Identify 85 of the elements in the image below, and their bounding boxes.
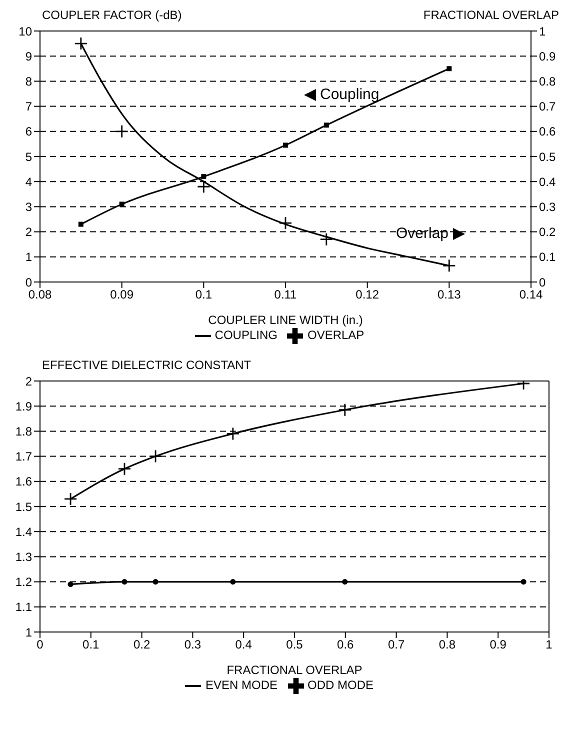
x-tick-label: 0.1: [195, 288, 212, 302]
y-tick-label: 3: [25, 200, 32, 214]
y2-axis-title: FRACTIONAL OVERLAP: [423, 8, 559, 24]
y-tick-label: 1.5: [15, 500, 32, 514]
y-tick-label: 8: [25, 74, 32, 88]
y2-tick-label: 0: [539, 275, 546, 290]
point: [64, 492, 78, 506]
point: [520, 579, 526, 585]
point: [68, 582, 74, 588]
point: [342, 579, 348, 585]
x-tick-label: 0.9: [490, 638, 507, 652]
x-tick-label: 0.4: [235, 638, 252, 652]
x-tick-label: 0.12: [356, 288, 380, 302]
point: [152, 579, 158, 585]
point: [119, 202, 124, 207]
y-tick-label: 1.9: [15, 399, 32, 414]
legend-label: OVERLAP: [307, 328, 364, 342]
annotation: Overlap: [396, 225, 449, 242]
point: [74, 36, 88, 50]
y-tick-label: 5: [25, 150, 32, 164]
x-axis-title: COUPLER LINE WIDTH (in.): [208, 313, 363, 327]
y-tick-label: 0: [25, 275, 32, 290]
x-tick-label: 0.5: [286, 638, 304, 652]
point: [122, 579, 128, 585]
y-tick-label: 1.7: [15, 450, 32, 464]
x-tick-label: 0.8: [438, 638, 456, 652]
x-tick-label: 0.1: [82, 638, 100, 652]
y2-tick-label: 0.2: [539, 225, 556, 240]
point: [324, 122, 329, 128]
y-tick-label: 1.2: [15, 575, 32, 590]
y2-tick-label: 0.5: [539, 150, 556, 164]
x-tick-label: 0.3: [184, 638, 202, 652]
y2-tick-label: 0.1: [539, 250, 556, 264]
x-tick-label: 1: [546, 638, 553, 652]
x-tick-label: 0: [36, 638, 44, 652]
point: [442, 258, 456, 272]
point: [78, 222, 84, 227]
point: [446, 66, 452, 72]
x-tick-label: 0.13: [437, 288, 462, 302]
y-tick-label: 1.6: [15, 474, 32, 489]
y2-tick-label: 1: [539, 24, 546, 38]
y2-tick-label: 0.8: [539, 74, 556, 88]
y-tick-label: 9: [25, 49, 32, 64]
x-tick-label: 0.11: [274, 288, 298, 302]
x-tick-label: 0.14: [519, 288, 543, 302]
y-tick-label: 4: [25, 174, 32, 189]
x-tick-label: 0.6: [337, 638, 354, 652]
point: [278, 216, 292, 230]
annotation: Coupling: [320, 86, 380, 103]
point: [201, 174, 206, 180]
y2-tick-label: 0.9: [539, 49, 556, 64]
legend-label: EVEN MODE: [205, 678, 278, 692]
y-tick-label: 1.1: [15, 600, 32, 614]
y-tick-label: 6: [25, 124, 32, 139]
y-axis-title: EFFECTIVE DIELECTRIC CONSTANT: [42, 358, 252, 374]
y-tick-label: 1: [25, 250, 32, 264]
y-tick-label: 1.3: [15, 550, 32, 564]
point: [115, 124, 129, 138]
y2-tick-label: 0.7: [539, 100, 556, 114]
y-axis-title: COUPLER FACTOR (-dB): [42, 8, 182, 24]
y-tick-label: 2: [25, 374, 32, 388]
point: [338, 403, 352, 417]
point: [283, 142, 288, 148]
x-tick-label: 0.7: [388, 638, 405, 652]
point: [118, 462, 132, 476]
point: [226, 427, 240, 440]
y-tick-label: 1.4: [15, 524, 32, 539]
point: [320, 232, 334, 246]
point: [230, 579, 236, 585]
y-tick-label: 1: [25, 625, 32, 640]
y-tick-label: 7: [25, 100, 32, 114]
x-tick-label: 0.09: [110, 288, 134, 302]
y-tick-label: 2: [25, 225, 32, 240]
x-axis-title: FRACTIONAL OVERLAP: [226, 663, 362, 677]
y2-tick-label: 0.6: [539, 124, 556, 139]
y-tick-label: 10: [18, 24, 32, 38]
point: [148, 450, 162, 463]
y-tick-label: 1.8: [15, 424, 32, 438]
legend-label: COUPLING: [214, 328, 278, 342]
x-tick-label: 0.2: [133, 638, 150, 652]
x-tick-label: 0.08: [28, 288, 52, 302]
legend-label: ODD MODE: [308, 678, 374, 692]
y2-tick-label: 0.4: [539, 174, 556, 189]
y2-tick-label: 0.3: [539, 200, 556, 214]
point: [196, 180, 210, 194]
